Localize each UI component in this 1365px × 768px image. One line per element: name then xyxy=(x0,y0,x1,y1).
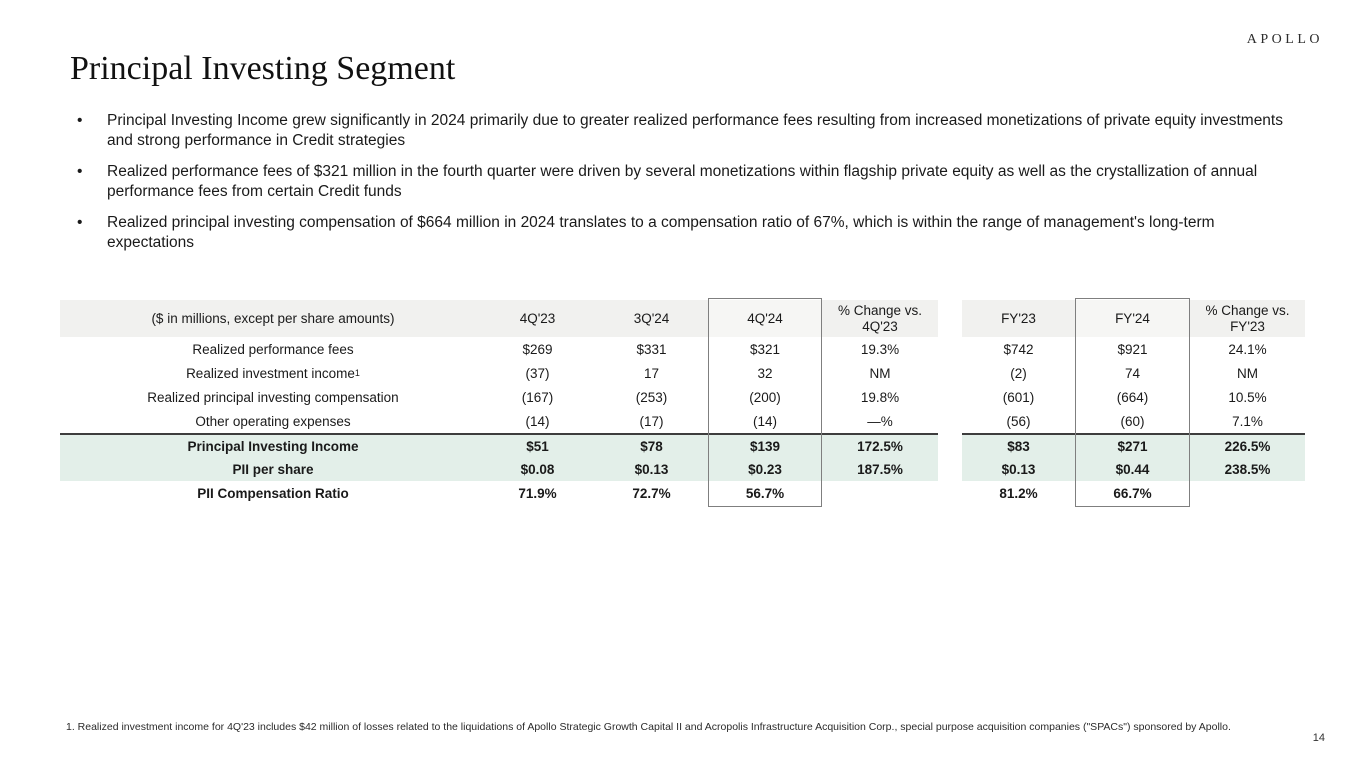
bullet-item: • Realized performance fees of $321 mill… xyxy=(77,162,1299,202)
header-fy24: FY'24 xyxy=(1075,300,1190,337)
cell-value: (200) xyxy=(749,389,781,405)
table-row-realized-performance-fees: Realized performance fees $269 $331 $321… xyxy=(60,337,1305,361)
cell-value: (2) xyxy=(1010,365,1027,381)
cell-value: $0.13 xyxy=(962,457,1075,481)
column-gap xyxy=(938,433,962,457)
cell-value: 19.3% xyxy=(860,341,900,357)
column-gap xyxy=(938,337,962,361)
cell-value: $0.44 xyxy=(1075,457,1190,481)
cell-value: $78 xyxy=(595,433,708,457)
cell-value: $83 xyxy=(962,433,1075,457)
table-row-realized-investment-income: Realized investment income 1 (37) 17 32 N… xyxy=(60,361,1305,385)
table-row-principal-investing-income: Principal Investing Income $51 $78 $139 … xyxy=(60,433,1305,457)
cell-value: $321 xyxy=(749,341,781,357)
table-row-realized-principal-investing-compensation: Realized principal investing compensatio… xyxy=(60,385,1305,409)
column-gap xyxy=(938,457,962,481)
cell-value: (56) xyxy=(1006,413,1031,429)
cell-value: 238.5% xyxy=(1190,457,1305,481)
row-label: Realized investment income 1 xyxy=(186,365,360,381)
cell-value: (14) xyxy=(752,413,777,429)
table-row-pii-compensation-ratio: PII Compensation Ratio 71.9% 72.7% 56.7%… xyxy=(60,481,1305,505)
header-4q23: 4Q'23 xyxy=(480,300,595,337)
column-gap xyxy=(938,481,962,505)
column-gap xyxy=(938,300,962,337)
cell-value: NM xyxy=(869,365,891,381)
bullet-marker-icon: • xyxy=(77,214,83,231)
table-row-pii-per-share: PII per share $0.08 $0.13 $0.23 187.5% $… xyxy=(60,457,1305,481)
cell-value: (17) xyxy=(639,413,664,429)
footnote: 1. Realized investment income for 4Q'23 … xyxy=(66,721,1231,733)
cell-value: 7.1% xyxy=(1232,413,1263,429)
header-fy23: FY'23 xyxy=(962,300,1075,337)
header-3q24: 3Q'24 xyxy=(595,300,708,337)
cell-value: 74 xyxy=(1124,365,1141,381)
table-header-row: ($ in millions, except per share amounts… xyxy=(60,300,1305,337)
cell-value: 17 xyxy=(643,365,660,381)
bullet-marker-icon: • xyxy=(77,112,83,129)
cell-value xyxy=(822,481,938,505)
cell-value: 66.7% xyxy=(1113,485,1152,501)
cell-value: $271 xyxy=(1075,433,1190,457)
cell-value: NM xyxy=(1237,365,1258,381)
cell-value: 81.2% xyxy=(999,485,1038,501)
cell-value: $0.08 xyxy=(480,457,595,481)
cell-value: 226.5% xyxy=(1190,433,1305,457)
cell-value: (167) xyxy=(521,389,554,405)
row-label: Realized performance fees xyxy=(192,341,354,357)
cell-value: 56.7% xyxy=(745,485,785,501)
header-pct-change-fy23: % Change vs. FY'23 xyxy=(1190,300,1305,337)
bullet-item: • Principal Investing Income grew signif… xyxy=(77,111,1299,151)
cell-value: —% xyxy=(867,413,893,429)
cell-value: $51 xyxy=(480,433,595,457)
cell-value: $139 xyxy=(708,433,822,457)
cell-value: $0.13 xyxy=(595,457,708,481)
header-units-note: ($ in millions, except per share amounts… xyxy=(60,300,480,337)
column-gap xyxy=(938,361,962,385)
cell-value: $269 xyxy=(522,341,553,357)
cell-value: 72.7% xyxy=(632,485,671,501)
page-title: Principal Investing Segment xyxy=(70,50,456,87)
cell-value: 10.5% xyxy=(1228,389,1267,405)
table-row-other-operating-expenses: Other operating expenses (14) (17) (14) … xyxy=(60,409,1305,433)
financial-table: ($ in millions, except per share amounts… xyxy=(60,298,1305,507)
cell-value: 24.1% xyxy=(1228,341,1267,357)
cell-value: 187.5% xyxy=(822,457,938,481)
cell-value xyxy=(1190,481,1305,505)
cell-value: $331 xyxy=(636,341,667,357)
bullet-list: • Principal Investing Income grew signif… xyxy=(77,111,1299,264)
bullet-text: Realized performance fees of $321 millio… xyxy=(107,163,1258,200)
cell-value: $921 xyxy=(1117,341,1148,357)
cell-value: (60) xyxy=(1120,413,1145,429)
apollo-logo: APOLLO xyxy=(1246,32,1323,47)
header-pct-change-4q23: % Change vs. 4Q'23 xyxy=(822,300,938,337)
row-label: Principal Investing Income xyxy=(60,433,480,457)
bullet-marker-icon: • xyxy=(77,163,83,180)
row-label: Other operating expenses xyxy=(195,413,351,429)
row-label: Realized principal investing compensatio… xyxy=(147,389,399,405)
page-number: 14 xyxy=(1312,732,1325,744)
cell-value: $742 xyxy=(1003,341,1034,357)
cell-value: (664) xyxy=(1116,389,1149,405)
cell-value: 172.5% xyxy=(822,433,938,457)
row-label: PII per share xyxy=(60,457,480,481)
cell-value: 19.8% xyxy=(860,389,900,405)
bullet-text: Principal Investing Income grew signific… xyxy=(107,112,1283,149)
bullet-text: Realized principal investing compensatio… xyxy=(107,214,1215,251)
cell-value: 71.9% xyxy=(518,485,557,501)
cell-value: 32 xyxy=(757,365,773,381)
column-gap xyxy=(938,385,962,409)
row-label: PII Compensation Ratio xyxy=(197,485,349,501)
bullet-item: • Realized principal investing compensat… xyxy=(77,213,1299,253)
cell-value: (37) xyxy=(525,365,550,381)
column-gap xyxy=(938,409,962,433)
cell-value: (601) xyxy=(1002,389,1035,405)
cell-value: (14) xyxy=(525,413,550,429)
header-4q24: 4Q'24 xyxy=(708,300,822,337)
cell-value: $0.23 xyxy=(708,457,822,481)
cell-value: (253) xyxy=(635,389,668,405)
row-label-text: Realized investment income xyxy=(186,365,355,381)
